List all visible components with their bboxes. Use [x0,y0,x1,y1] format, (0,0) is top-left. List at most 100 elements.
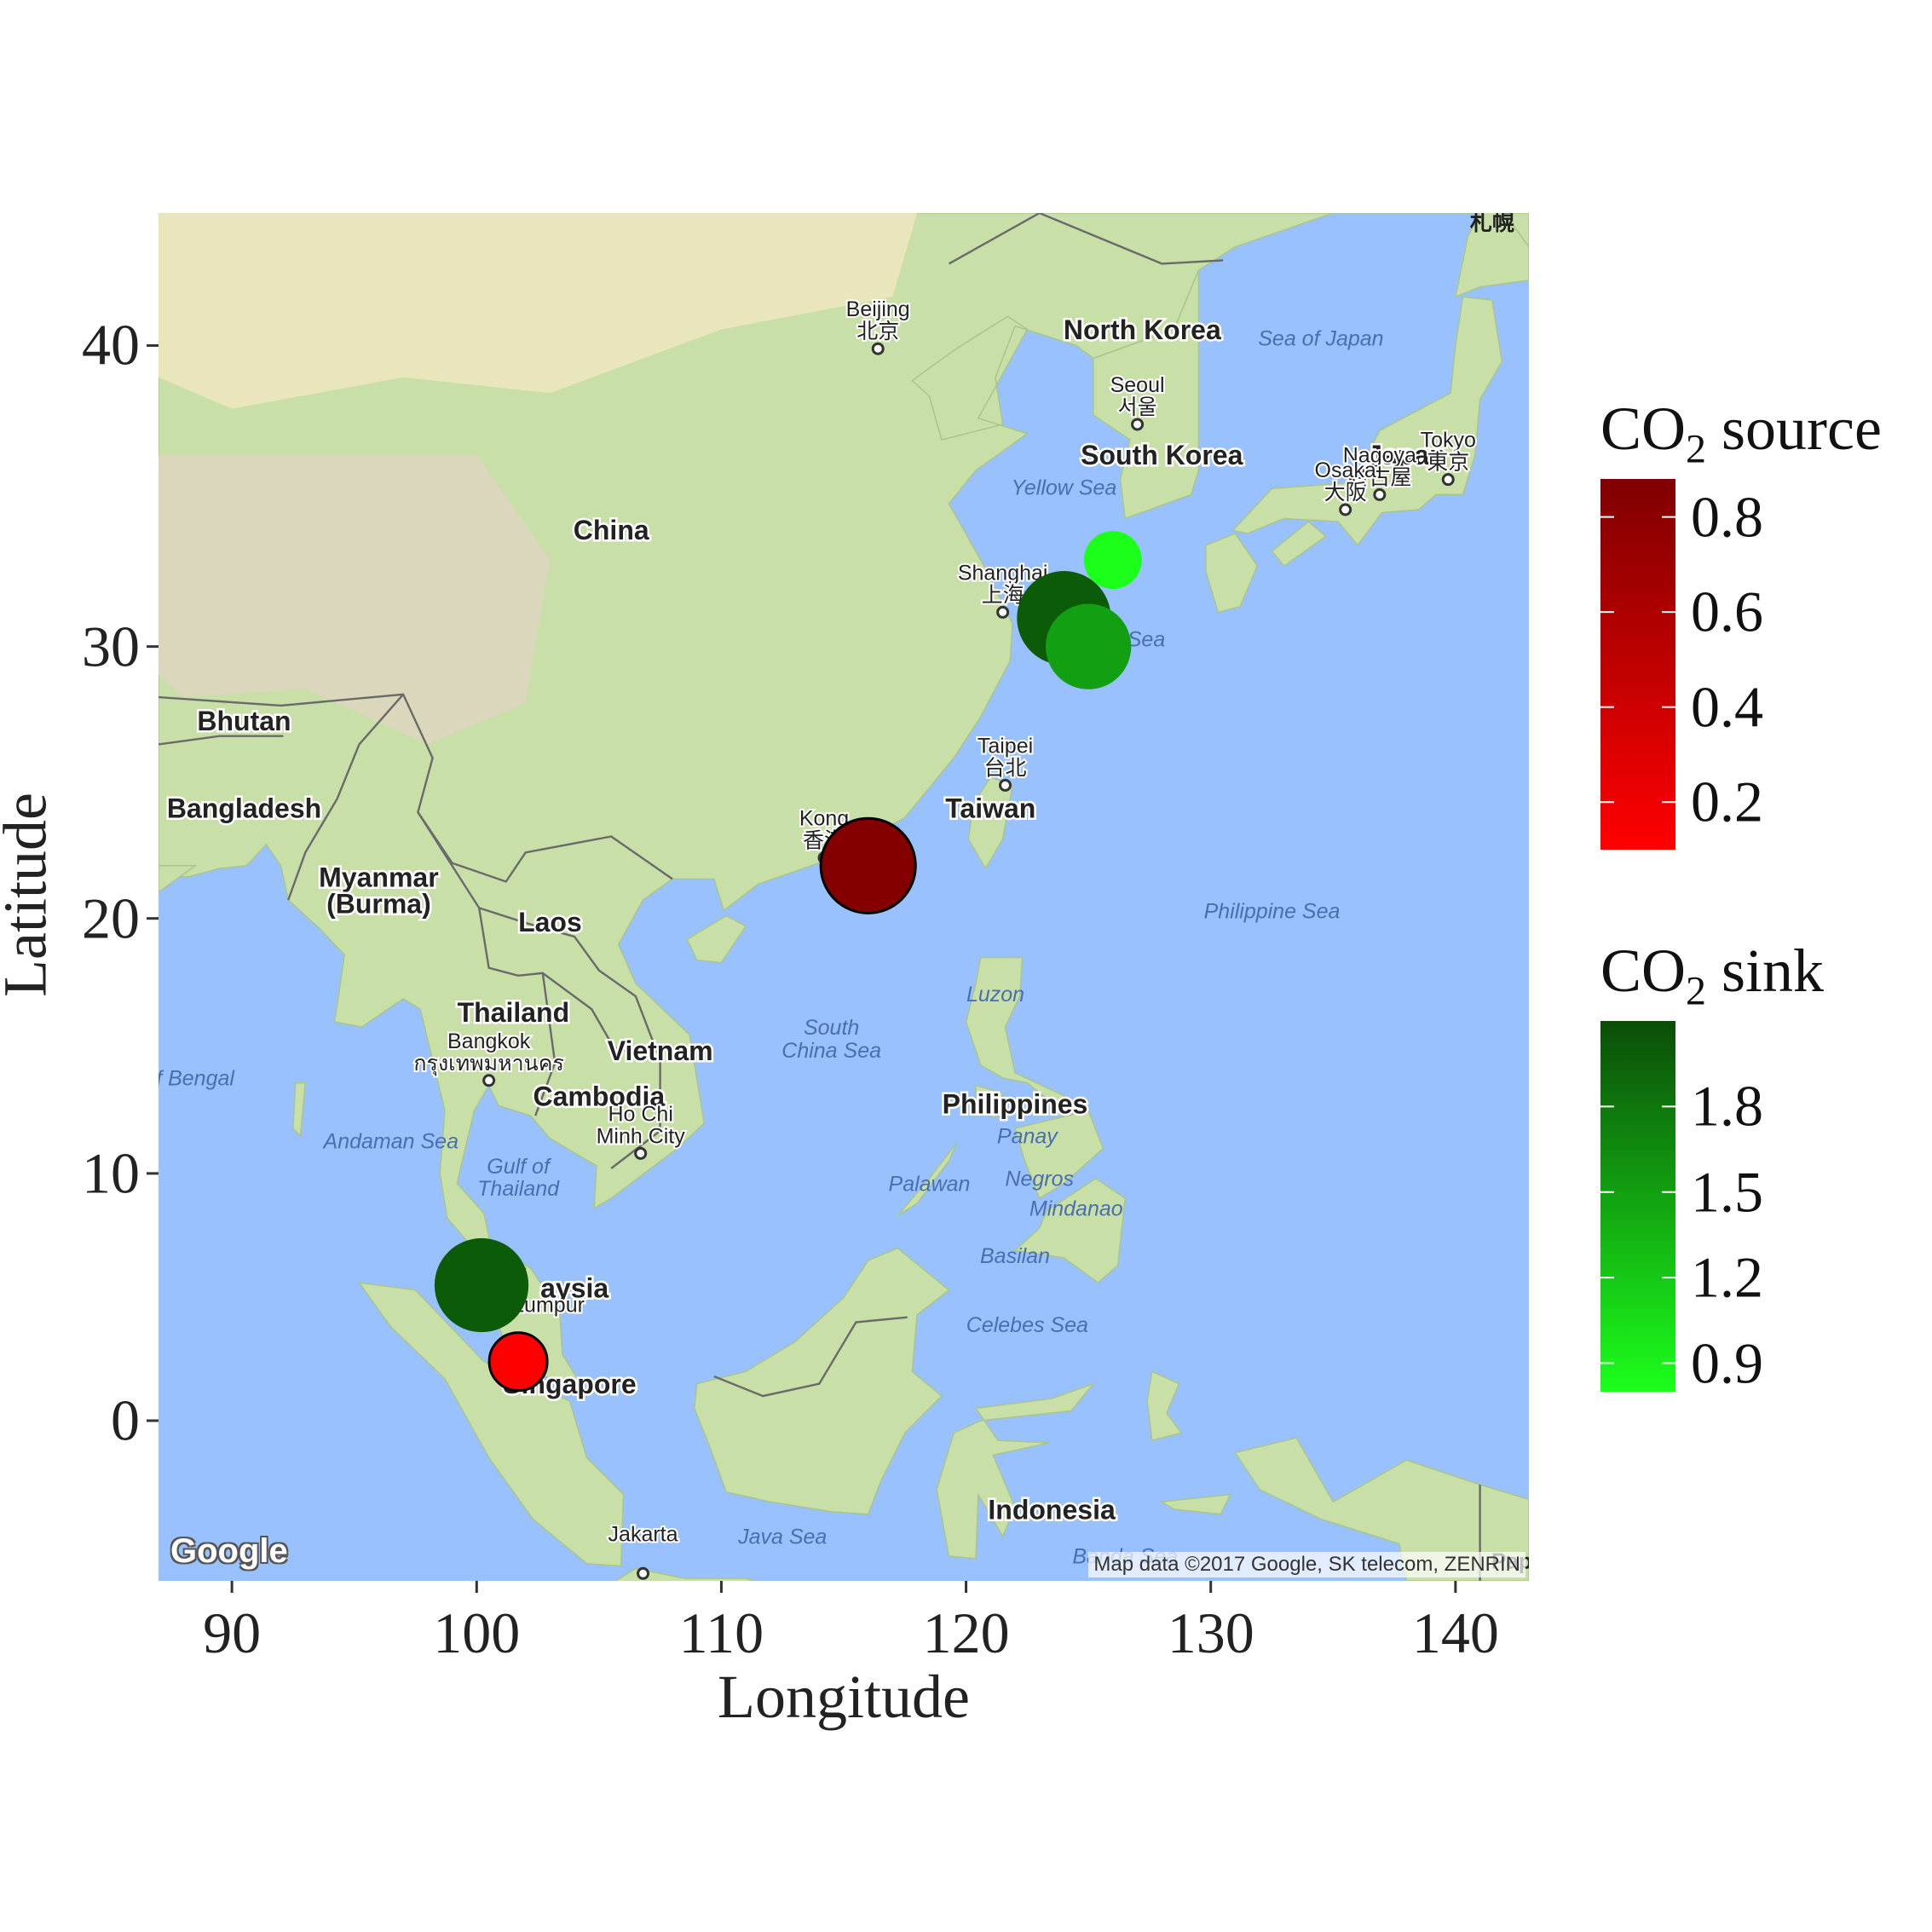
y-axis-title: Latitude [0,793,60,997]
country-label: Vietnam [608,1035,713,1066]
legend-sink-tick-label: 1.2 [1691,1244,1763,1310]
border-line [159,735,284,746]
city-sublabel: กรุงเทพมหานคร [413,1052,564,1076]
city-label: Osaka [1315,458,1376,482]
legend-sink-tick-label: 1.8 [1691,1073,1763,1139]
land-mindanao [1013,1177,1126,1284]
legend-source-title-base: CO [1600,395,1687,463]
edge-label: 札幌 [1470,213,1514,235]
country-label: North Korea [1064,314,1221,345]
land-visayas [1014,1110,1104,1200]
city-sublabel: 上海 [982,583,1024,607]
border-line [287,694,405,901]
land-taiwan [967,776,1013,870]
border-line [948,213,1224,265]
land-palawan [897,1143,957,1217]
legend-sink-tick-label: 0.9 [1691,1330,1763,1396]
data-points [434,531,1142,1393]
city-label: Beijing [846,297,910,321]
sink-point [434,1237,529,1333]
country-label: China [574,515,649,545]
legend-sink-colorbar [1600,1021,1675,1392]
city-sublabel: Minh City [597,1124,686,1148]
land-kyushu [1205,532,1259,614]
land-sri-lanka-stub [159,865,198,893]
y-tick-label: 10 [82,1140,140,1206]
country-label: South Korea [1081,440,1243,470]
sea-label: Celebes Sea [966,1313,1088,1337]
city-sublabel: 東京 [1427,451,1469,475]
gobi-desert [159,213,918,409]
city-dot [1441,473,1455,487]
y-tick-label: 40 [82,312,140,378]
y-tick-label: 30 [82,614,140,679]
city-label: Seoul [1110,373,1165,397]
legend-source-tick-label: 0.8 [1691,484,1763,550]
land-seram [1160,1493,1231,1515]
city-dot [996,605,1010,619]
x-tick-label: 140 [1411,1600,1499,1665]
border-line [534,972,557,1116]
city-label: Tokyo [1421,429,1476,453]
country-label: Japan [1367,440,1445,470]
basemap: China North Korea South Korea Japan Taiwan My… [159,213,1529,1581]
city-label: Taipei [978,734,1033,758]
sea-label: Philippine Sea [1204,900,1341,924]
legend-source-tick-label: 0.4 [1691,674,1763,740]
source-point [487,1331,549,1393]
x-tick-label: 120 [922,1600,1010,1665]
country-label: aysia [540,1273,608,1304]
city-label: Bangkok [447,1029,531,1053]
legend-source-title: CO2 source [1600,394,1882,472]
land-luzon [965,956,1070,1110]
x-tick-label: 100 [433,1600,521,1665]
city-dot [1373,487,1387,501]
legend-source-colorbar [1600,479,1675,850]
google-logo: Google [170,1532,288,1570]
land-sumatra [357,1282,625,1567]
sea-label: Panay [997,1125,1058,1149]
city-sublabel: 名古屋 [1347,465,1411,489]
country-label: Bhutan [197,706,291,736]
sea-label: Thailand [477,1177,560,1201]
sea-label: Luzon [966,983,1024,1006]
legend-source-tick-label: 0.6 [1691,579,1763,644]
city-dot [1339,503,1352,516]
sea-label: Basilan [980,1244,1050,1268]
map-credit: Map data ©2017 Google, SK telecom, ZENRI… [1088,1552,1525,1577]
legend-sink-title-sub: 2 [1686,968,1707,1014]
legend-source-tick-label: 0.2 [1691,769,1763,834]
x-tick-label: 110 [678,1600,764,1665]
sea-label: Yellow Sea [1012,476,1117,499]
sea-label: f Bengal [159,1067,235,1091]
source-point [819,816,917,914]
city-dot [634,1146,648,1160]
city-dot [482,1074,496,1087]
x-tick-label: 130 [1167,1600,1254,1665]
land-sakhalin-stub [1503,213,1529,249]
land-honshu [1231,296,1503,547]
city-label: Nagoya [1343,443,1416,467]
city-sublabel: 서울 [1118,395,1157,419]
sea-label: Mindanao [1029,1197,1123,1221]
land-shikoku [1271,521,1327,568]
land-mindoro [975,1084,1004,1120]
map-labels: China North Korea South Korea Japan Taiwan My… [159,213,1529,1580]
city-dot [999,778,1012,792]
land-java [614,1567,755,1581]
sink-point [1083,531,1142,590]
map-panel: China North Korea South Korea Japan Taiwan My… [159,213,1529,1581]
tibetan-plateau [159,455,551,745]
legend-source-title-sub: 2 [1686,426,1707,472]
border-line [713,1316,908,1398]
city-label: Shanghai [958,561,1048,585]
sea-label: Java Sea [737,1525,827,1548]
legend-sink-tick-label: 1.5 [1691,1159,1763,1225]
city-dot [871,342,885,355]
x-axis-title: Longitude [718,1663,970,1731]
legend-source-title-rest: source [1706,395,1882,463]
legend-sink-title: CO2 sink [1600,936,1824,1014]
sea-label: Gulf of [487,1155,552,1179]
sea-label: South [804,1016,859,1040]
